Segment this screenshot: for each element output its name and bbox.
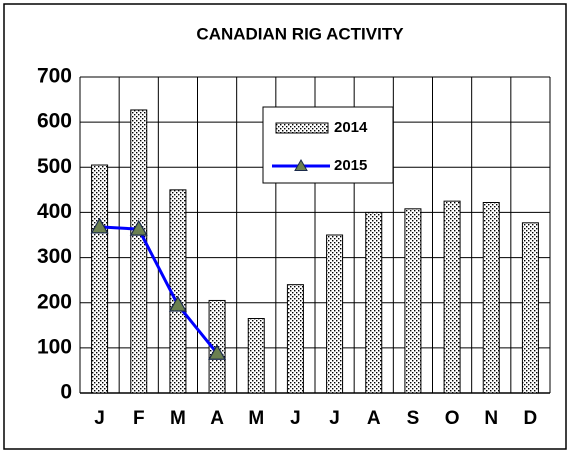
legend-swatch: [275, 122, 329, 134]
x-tick-label: A: [367, 408, 381, 429]
x-tick-label: F: [133, 408, 145, 429]
legend-label: 2014: [334, 119, 368, 136]
x-tick-label: A: [210, 408, 224, 429]
bar: [247, 318, 265, 394]
y-tick-label: 700: [37, 65, 72, 88]
bar: [482, 201, 500, 394]
x-tick-label: D: [524, 408, 538, 429]
x-tick-label: J: [94, 408, 105, 429]
chart-border: [3, 3, 567, 450]
bar: [130, 109, 148, 394]
bar: [326, 234, 344, 394]
x-tick-label: J: [329, 408, 340, 429]
x-tick-label: O: [445, 408, 460, 429]
y-tick-label: 600: [37, 110, 72, 133]
x-tick-label: M: [170, 408, 186, 429]
chart-title: CANADIAN RIG ACTIVITY: [196, 24, 404, 43]
line-marker: [90, 217, 109, 234]
line-marker: [129, 219, 148, 236]
line-marker: [208, 344, 227, 360]
x-tick-label: N: [484, 408, 498, 429]
legend: 2014 2015: [262, 106, 394, 184]
y-tick-label: 200: [37, 290, 72, 313]
legend-box: [262, 106, 394, 184]
line-marker: [168, 295, 187, 312]
x-tick-label: S: [407, 408, 420, 429]
x-tick-label: J: [290, 408, 301, 429]
line: [99, 225, 219, 355]
bar: [286, 284, 304, 394]
bar: [91, 164, 109, 394]
bar: [365, 211, 383, 394]
bar: [443, 200, 461, 394]
y-tick-label: 500: [37, 155, 72, 178]
y-tick-label: 0: [60, 381, 72, 404]
bar: [404, 208, 422, 394]
legend-label: 2015: [334, 157, 367, 174]
legend-marker: [294, 158, 308, 171]
y-tick-label: 400: [37, 200, 72, 223]
y-tick-label: 300: [37, 245, 72, 268]
x-tick-label: M: [248, 408, 264, 429]
y-tick-label: 100: [37, 335, 72, 358]
bar: [521, 222, 539, 394]
